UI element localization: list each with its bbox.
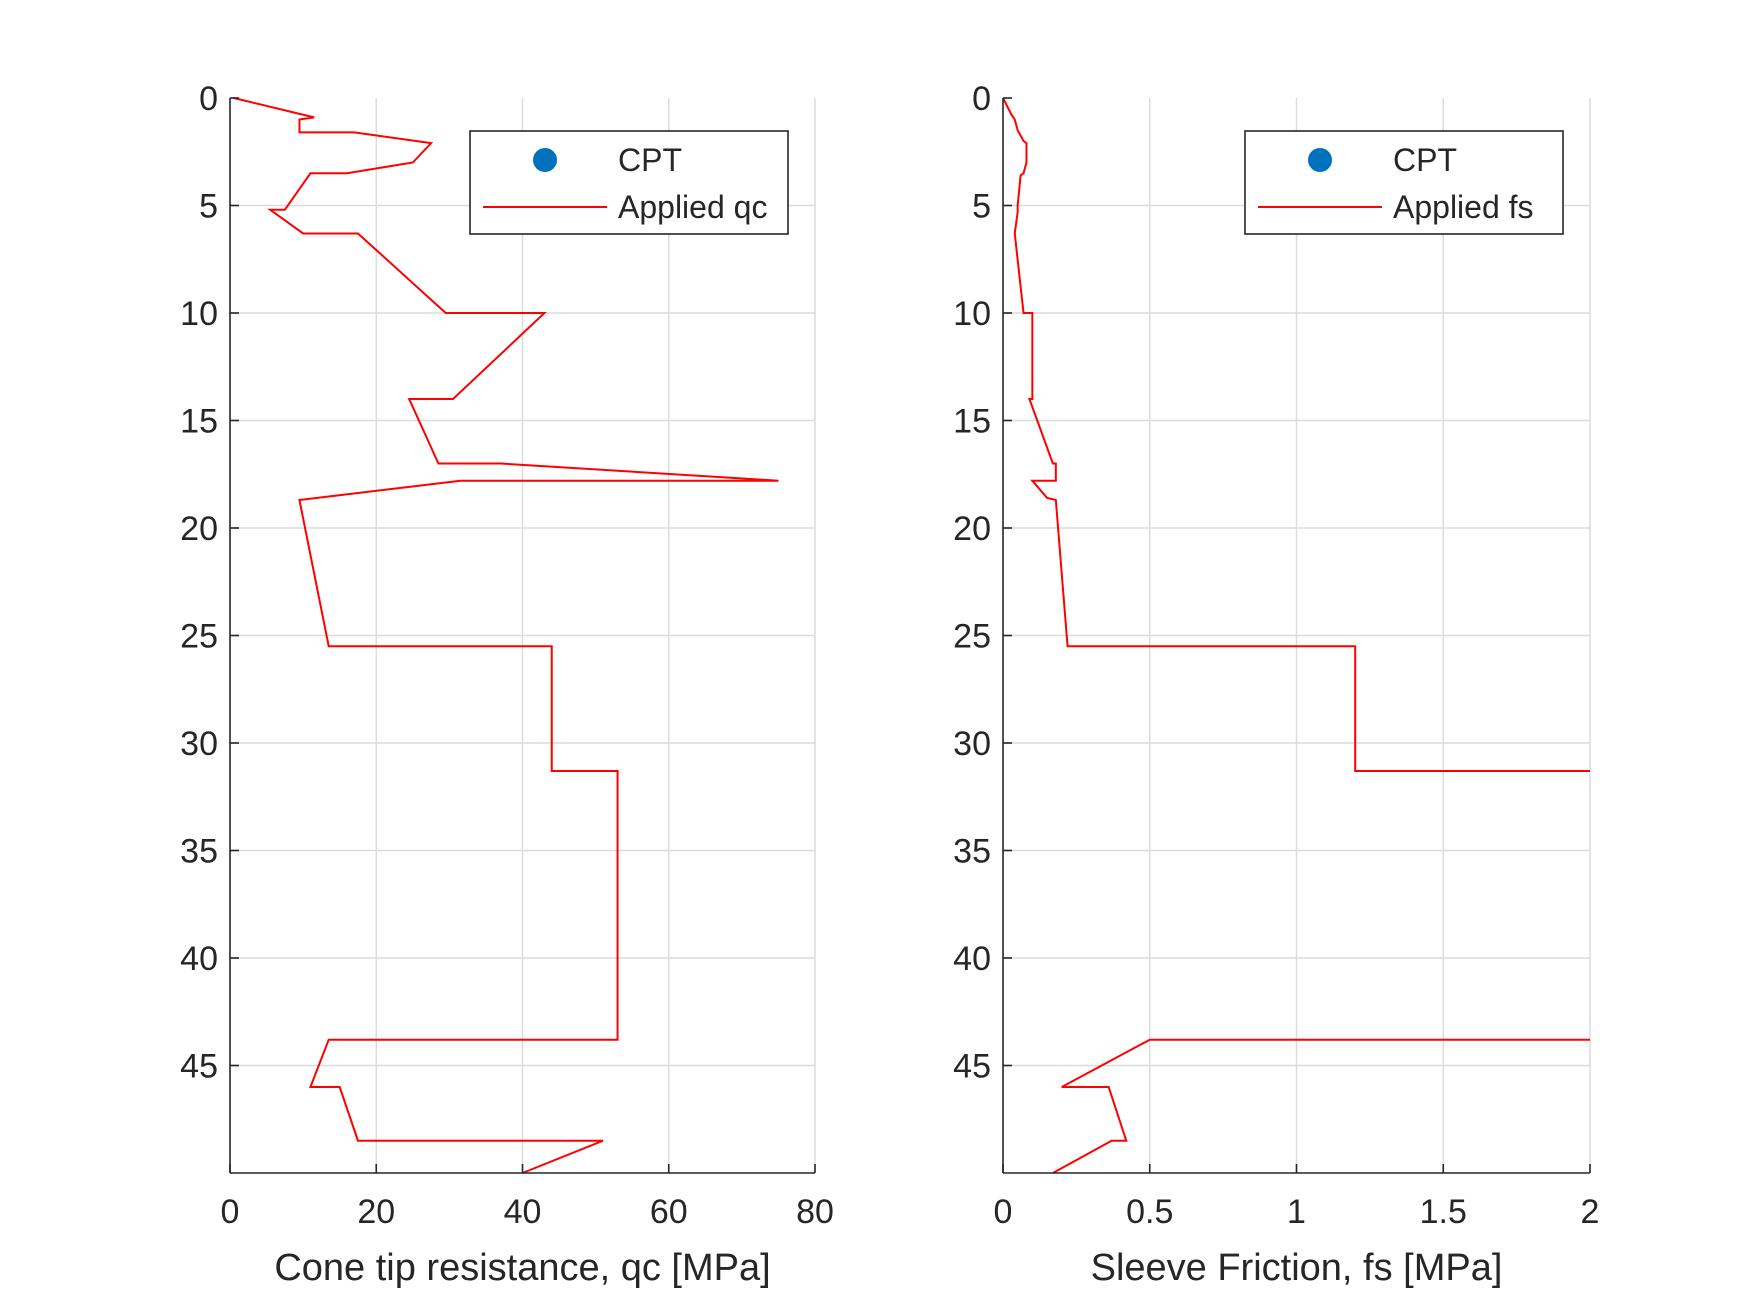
qc-y-tick-label: 20 bbox=[180, 510, 218, 548]
axes-qc: 0 20 40 60 80 0 5 10 15 20 25 30 35 40 45 Cone tip resi… bbox=[180, 80, 834, 1289]
qc-y-tick-label: 15 bbox=[180, 403, 218, 441]
fs-y-tick-label: 45 bbox=[953, 1048, 991, 1086]
fs-y-tick-label: 15 bbox=[953, 403, 991, 441]
qc-x-tick-label: 80 bbox=[796, 1193, 834, 1231]
qc-x-axis-label: Cone tip resistance, qc [MPa] bbox=[274, 1247, 770, 1289]
qc-y-tick-label: 40 bbox=[180, 940, 218, 978]
qc-x-tick-label: 20 bbox=[357, 1193, 395, 1231]
qc-y-tick-label: 0 bbox=[199, 80, 218, 118]
qc-legend-label: CPT bbox=[618, 142, 682, 178]
fs-y-tick-label: 0 bbox=[972, 80, 991, 118]
qc-y-tick-label: 35 bbox=[180, 833, 218, 871]
qc-y-tick-label: 30 bbox=[180, 725, 218, 763]
fs-legend: CPT Applied fs bbox=[1244, 130, 1564, 235]
fs-x-axis-label: Sleeve Friction, fs [MPa] bbox=[1091, 1247, 1503, 1289]
qc-legend-label: Applied qc bbox=[618, 189, 767, 225]
qc-series-line-0 bbox=[233, 97, 779, 1174]
fs-y-tick-label: 35 bbox=[953, 833, 991, 871]
fs-series-line-1 bbox=[1052, 1038, 1590, 1174]
qc-legend-marker-circle bbox=[533, 148, 557, 172]
fs-legend-label: CPT bbox=[1393, 142, 1457, 178]
fs-legend-marker-circle bbox=[1308, 148, 1332, 172]
fs-x-tick-label: 1.5 bbox=[1420, 1193, 1467, 1231]
qc-y-tick-label: 45 bbox=[180, 1048, 218, 1086]
fs-y-tick-label: 20 bbox=[953, 510, 991, 548]
fs-legend-label: Applied fs bbox=[1393, 189, 1534, 225]
fs-y-tick-label: 5 bbox=[972, 188, 991, 226]
fs-x-tick-label: 2 bbox=[1581, 1193, 1600, 1231]
qc-x-tick-label: 40 bbox=[504, 1193, 542, 1231]
fs-series-line-0 bbox=[1002, 97, 1590, 772]
fs-legend-box bbox=[1244, 130, 1564, 235]
qc-y-tick-label: 10 bbox=[180, 295, 218, 333]
fs-y-tick-label: 40 bbox=[953, 940, 991, 978]
fs-y-tick-label: 10 bbox=[953, 295, 991, 333]
qc-legend: CPT Applied qc bbox=[469, 130, 789, 235]
qc-legend-box bbox=[469, 130, 789, 235]
qc-y-tick-label: 5 bbox=[199, 188, 218, 226]
fs-y-tick-label: 25 bbox=[953, 618, 991, 656]
qc-y-tick-label: 25 bbox=[180, 618, 218, 656]
fs-x-tick-label: 0 bbox=[994, 1193, 1013, 1231]
fs-x-tick-label: 1 bbox=[1287, 1193, 1306, 1231]
qc-x-tick-label: 60 bbox=[650, 1193, 688, 1231]
fs-x-tick-label: 0.5 bbox=[1126, 1193, 1173, 1231]
fs-y-tick-label: 30 bbox=[953, 725, 991, 763]
qc-x-tick-label: 0 bbox=[221, 1193, 240, 1231]
